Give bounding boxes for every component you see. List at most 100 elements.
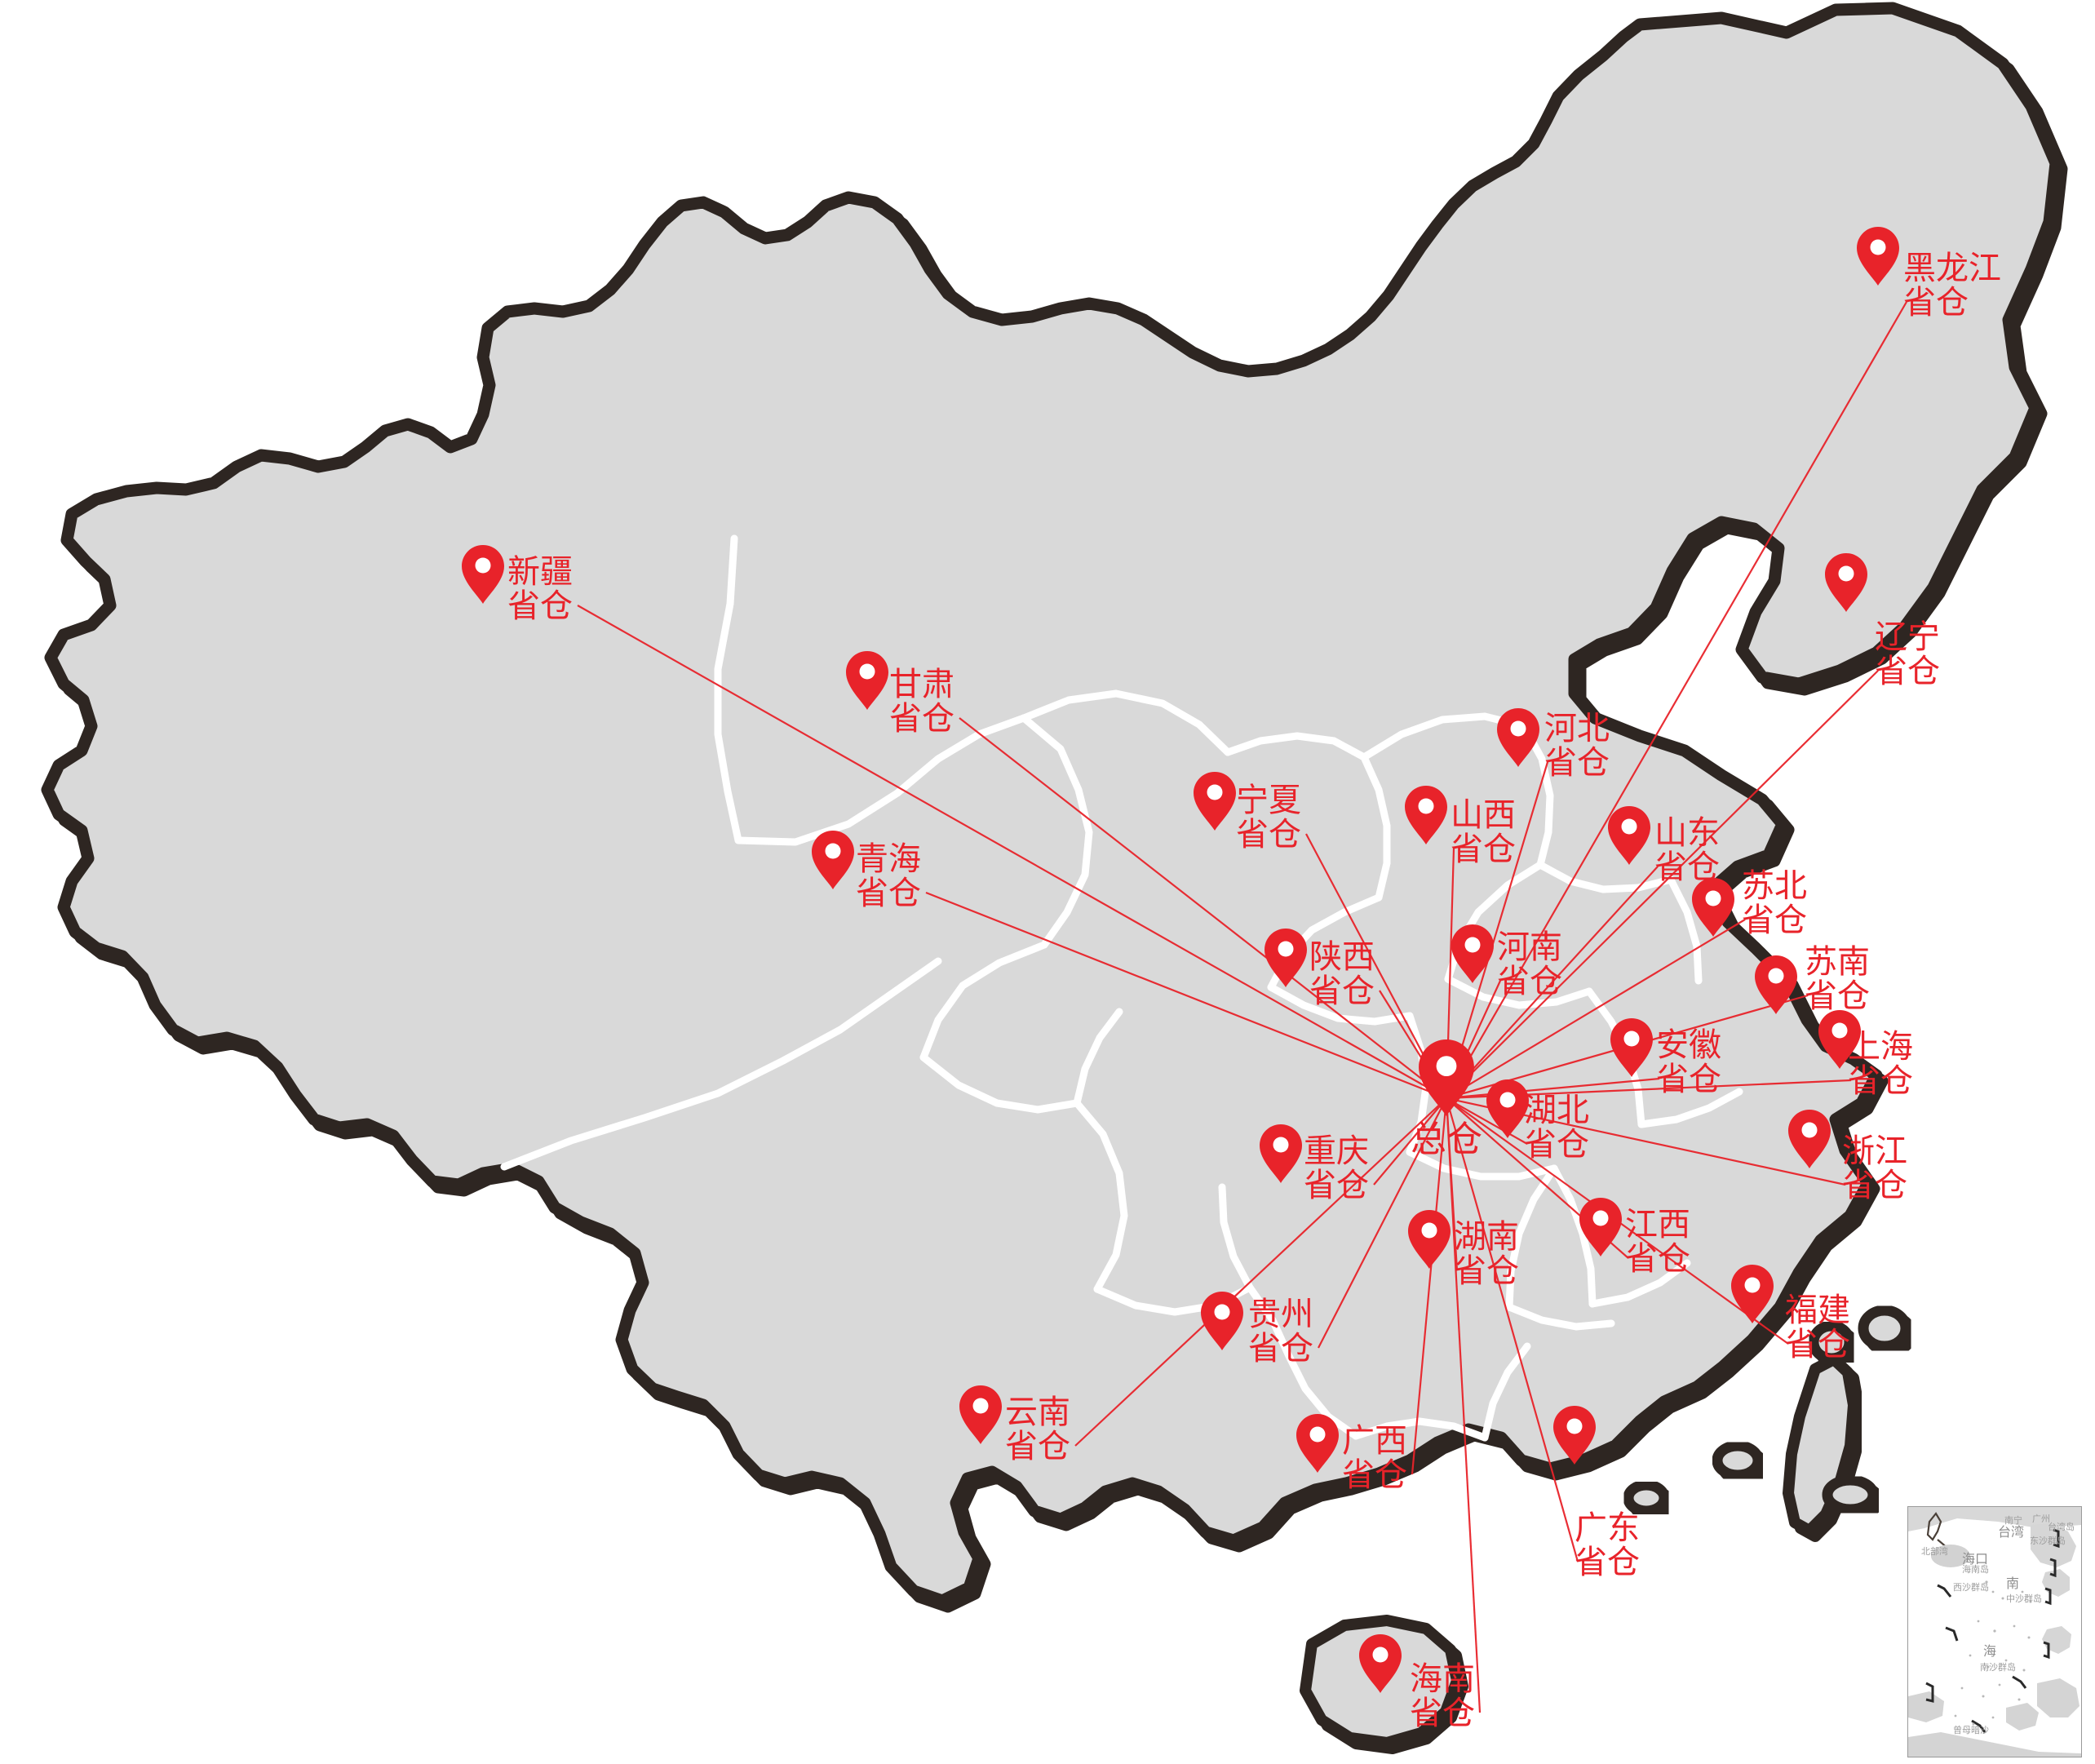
- warehouse-label-line: 省仓: [1785, 1326, 1850, 1364]
- warehouse-label-line: 浙江: [1842, 1132, 1907, 1170]
- map-pin-icon: [1788, 1110, 1831, 1168]
- warehouse-label: 甘肃 省仓: [889, 667, 954, 737]
- warehouse-label-line: 安徽: [1656, 1026, 1721, 1064]
- warehouse-label-line: 河北: [1544, 710, 1610, 747]
- map-pin-icon: [1201, 1292, 1243, 1350]
- warehouse-label-line: 新疆: [507, 553, 573, 591]
- inset-place-label: 曾母暗沙: [1953, 1725, 1989, 1735]
- warehouse-label-line: 苏南: [1805, 943, 1870, 981]
- warehouse-label: 苏南 省仓: [1805, 945, 1870, 1014]
- map-pin-icon: [1486, 1079, 1529, 1138]
- map-pin-icon: [1825, 553, 1867, 612]
- warehouse-label-line: 青海: [856, 840, 921, 878]
- warehouse-label-line: 省仓: [1304, 1167, 1369, 1205]
- map-pin-icon: [959, 1385, 1002, 1444]
- warehouse-label: 云南 省仓: [1005, 1395, 1070, 1465]
- map-pin-icon: [1408, 1210, 1451, 1269]
- warehouse-label: 福建 省仓: [1785, 1293, 1850, 1363]
- warehouse-label: 重庆 省仓: [1304, 1134, 1369, 1203]
- map-pin-icon: [1194, 772, 1236, 831]
- islet-a: [1858, 1305, 1911, 1352]
- map-pin-icon: [1692, 878, 1734, 937]
- map-pin-icon: [1818, 1010, 1861, 1069]
- map-pin-icon: [1755, 955, 1797, 1014]
- warehouse-label: 总仓: [1411, 1120, 1482, 1159]
- warehouse-label-line: 省仓: [856, 875, 921, 913]
- inset-place-label: 海: [1983, 1643, 1997, 1659]
- warehouse-label-line: 河南: [1497, 929, 1562, 966]
- inset-place-label: 西沙群岛: [1953, 1582, 1989, 1593]
- warehouse-label: 上海 省仓: [1848, 1030, 1913, 1099]
- warehouse-label: 湖南 省仓: [1454, 1220, 1519, 1289]
- warehouse-label-line: 省仓: [1875, 653, 1940, 691]
- map-pin-icon: [1608, 806, 1650, 865]
- warehouse-label-line: 省仓: [1848, 1062, 1913, 1101]
- warehouse-label-line: 省仓: [1497, 963, 1562, 1001]
- inset-place-label: 东沙群岛: [2030, 1536, 2066, 1546]
- inset-place-label: 南沙群岛: [1980, 1662, 2016, 1673]
- warehouse-label-line: 省仓: [1903, 284, 1969, 322]
- warehouse-label: 安徽 省仓: [1656, 1028, 1721, 1097]
- warehouse-label-line: 省仓: [1575, 1544, 1640, 1582]
- warehouse-label-line: 省仓: [1248, 1330, 1313, 1368]
- warehouse-label-line: 福建: [1785, 1292, 1850, 1329]
- map-pin-icon: [1265, 929, 1307, 987]
- inset-place-label: 海南岛: [1962, 1564, 1989, 1575]
- map-pin-icon: [1359, 1634, 1402, 1693]
- inset-place-label: 中沙群岛: [2006, 1593, 2042, 1604]
- map-pin-icon: [812, 831, 854, 889]
- warehouse-label: 山西 省仓: [1451, 798, 1516, 867]
- warehouse-label: 宁夏 省仓: [1236, 783, 1301, 853]
- map-pin-icon: [1610, 1018, 1653, 1077]
- warehouse-label-line: 省仓: [1309, 973, 1375, 1011]
- warehouse-label-line: 云南: [1005, 1394, 1070, 1431]
- warehouse-label-line: 省仓: [1451, 831, 1516, 869]
- warehouse-label: 辽宁 省仓: [1875, 620, 1940, 689]
- inset-place-label: 北部湾: [1921, 1546, 1948, 1557]
- warehouse-label-line: 省仓: [507, 587, 573, 626]
- map-pin-icon: [846, 651, 888, 710]
- warehouse-label-line: 省仓: [1410, 1695, 1475, 1733]
- map-pin-icon: [1451, 924, 1494, 983]
- inset-place-label: 南宁: [2004, 1515, 2022, 1526]
- inset-place-label: 广州: [2032, 1514, 2050, 1524]
- warehouse-label-line: 陕西: [1309, 938, 1375, 976]
- warehouse-label-line: 省仓: [1742, 902, 1807, 940]
- warehouse-label-line: 宁夏: [1236, 782, 1301, 819]
- south-china-sea-inset: 南宁 广州 台湾 台湾岛 东沙群岛 北部湾 海口 海南岛 西沙群岛 南中沙群岛海南沙群岛 曾母暗沙: [1907, 1506, 2082, 1757]
- warehouse-label: 新疆 省仓: [507, 555, 573, 624]
- inset-place-label: 海口: [1962, 1551, 1989, 1567]
- warehouse-label: 浙江 省仓: [1842, 1134, 1907, 1203]
- warehouse-label-line: 省仓: [1625, 1240, 1690, 1279]
- warehouse-label: 广东 省仓: [1575, 1511, 1640, 1580]
- inset-place-label: 台湾: [1998, 1524, 2025, 1540]
- map-pin-icon: [1857, 227, 1899, 286]
- warehouse-label-line: 江西: [1625, 1206, 1690, 1243]
- warehouse-label: 广西 省仓: [1342, 1424, 1407, 1493]
- inset-map-graphic: [1908, 1507, 2081, 1757]
- warehouse-label-line: 省仓: [1656, 1061, 1721, 1099]
- warehouse-label: 湖北 省仓: [1524, 1093, 1589, 1163]
- warehouse-label-line: 辽宁: [1875, 618, 1940, 656]
- warehouse-label: 山东 省仓: [1654, 816, 1720, 885]
- map-pin-icon: [1419, 1039, 1474, 1116]
- warehouse-label-line: 重庆: [1304, 1132, 1369, 1170]
- map-pin-icon: [1497, 708, 1539, 767]
- warehouse-label-line: 省仓: [1342, 1456, 1407, 1495]
- inset-place-label: 南: [2006, 1576, 2020, 1591]
- warehouse-label-line: 广东: [1575, 1509, 1640, 1547]
- warehouse-label-line: 海南: [1410, 1660, 1475, 1698]
- warehouse-label-line: 省仓: [1005, 1428, 1070, 1466]
- islet-b: [1808, 1320, 1855, 1364]
- warehouse-label-line: 湖南: [1454, 1218, 1519, 1256]
- warehouse-label-line: 湖北: [1524, 1092, 1589, 1129]
- map-pin-icon: [1579, 1198, 1622, 1257]
- map-pin-icon: [462, 545, 504, 604]
- warehouse-label: 河北 省仓: [1544, 711, 1610, 781]
- warehouse-label: 青海 省仓: [856, 842, 921, 911]
- warehouse-label: 贵州 省仓: [1248, 1297, 1313, 1367]
- warehouse-label-line: 省仓: [1524, 1126, 1589, 1164]
- warehouse-label-line: 省仓: [1454, 1252, 1519, 1291]
- warehouse-label: 黑龙江 省仓: [1903, 251, 2001, 321]
